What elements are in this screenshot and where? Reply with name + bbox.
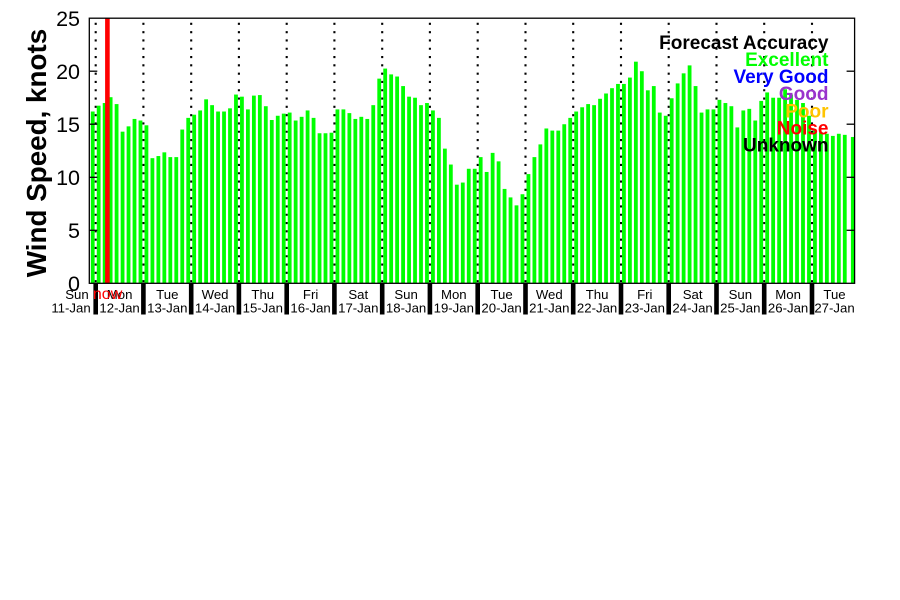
svg-text:Forecast Accuracy: Forecast Accuracy <box>659 33 829 54</box>
svg-text:26-Jan: 26-Jan <box>768 301 808 316</box>
svg-text:Mon: Mon <box>107 287 133 302</box>
svg-text:Sun: Sun <box>65 287 88 302</box>
svg-text:15-Jan: 15-Jan <box>243 301 283 316</box>
svg-text:11-Jan: 11-Jan <box>51 301 90 316</box>
svg-text:24-Jan: 24-Jan <box>672 301 712 316</box>
svg-text:16-Jan: 16-Jan <box>290 301 330 316</box>
svg-text:Sat: Sat <box>683 287 703 302</box>
svg-text:Wed: Wed <box>202 287 229 302</box>
svg-text:14-Jan: 14-Jan <box>195 301 235 316</box>
svg-text:Noise: Noise <box>777 118 829 139</box>
svg-text:15: 15 <box>56 113 80 137</box>
svg-text:now: now <box>93 286 123 303</box>
svg-text:Poor: Poor <box>785 101 829 122</box>
svg-text:21-Jan: 21-Jan <box>529 301 569 316</box>
svg-text:27-Jan: 27-Jan <box>814 301 854 316</box>
svg-text:Mon: Mon <box>775 287 801 302</box>
svg-text:Fri: Fri <box>637 287 652 302</box>
svg-text:Wind Speed, knots: Wind Speed, knots <box>21 29 52 277</box>
svg-text:10: 10 <box>56 166 80 190</box>
svg-text:20-Jan: 20-Jan <box>481 301 521 316</box>
svg-text:25-Jan: 25-Jan <box>720 301 760 316</box>
svg-text:Tue: Tue <box>823 287 845 302</box>
svg-text:0: 0 <box>68 272 80 296</box>
svg-text:Sun: Sun <box>394 287 417 302</box>
svg-text:Very Good: Very Good <box>733 67 828 88</box>
svg-text:Wed: Wed <box>536 287 563 302</box>
svg-text:Thu: Thu <box>251 287 274 302</box>
svg-text:13-Jan: 13-Jan <box>147 301 187 316</box>
svg-text:Tue: Tue <box>156 287 178 302</box>
svg-text:18-Jan: 18-Jan <box>386 301 426 316</box>
svg-text:23-Jan: 23-Jan <box>625 301 665 316</box>
svg-text:Excellent: Excellent <box>745 50 829 71</box>
svg-text:Thu: Thu <box>586 287 609 302</box>
svg-text:19-Jan: 19-Jan <box>434 301 474 316</box>
svg-text:Unknown: Unknown <box>743 135 829 156</box>
svg-text:20: 20 <box>56 60 80 84</box>
svg-text:25: 25 <box>56 7 80 31</box>
svg-text:Sat: Sat <box>348 287 368 302</box>
svg-text:Fri: Fri <box>303 287 318 302</box>
svg-text:Tue: Tue <box>490 287 512 302</box>
svg-text:Mon: Mon <box>441 287 467 302</box>
svg-text:Good: Good <box>779 84 829 105</box>
svg-text:17-Jan: 17-Jan <box>338 301 378 316</box>
svg-text:5: 5 <box>68 219 80 243</box>
svg-text:12-Jan: 12-Jan <box>99 301 139 316</box>
svg-text:22-Jan: 22-Jan <box>577 301 617 316</box>
svg-text:Sun: Sun <box>729 287 752 302</box>
